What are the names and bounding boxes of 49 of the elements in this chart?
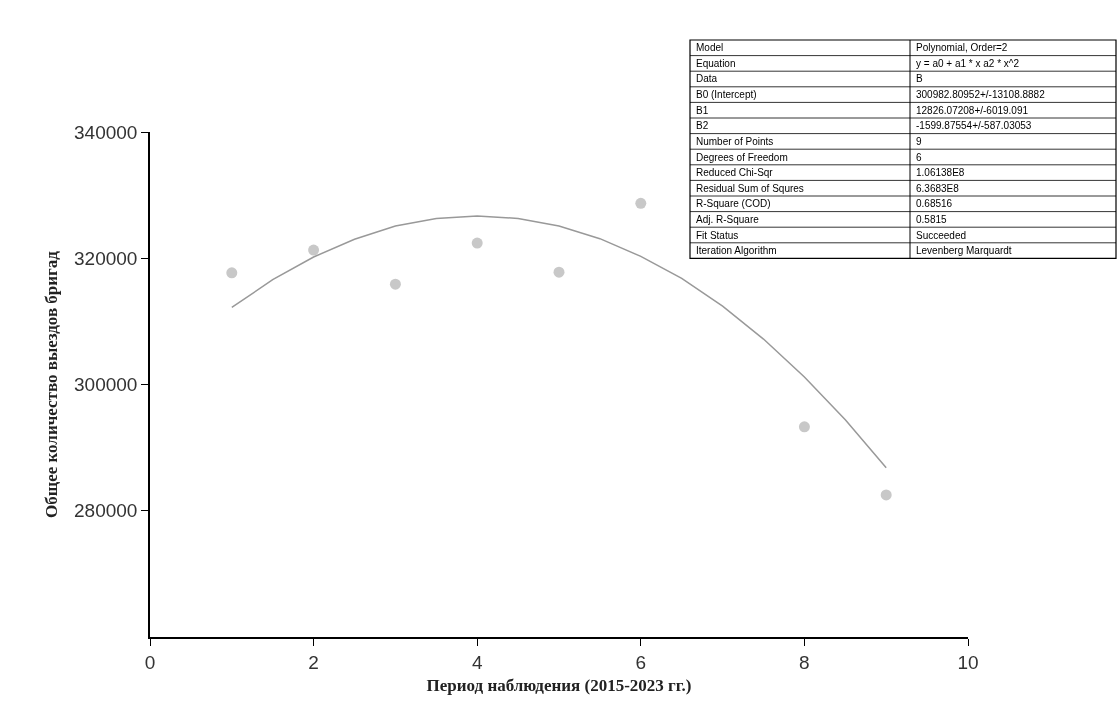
point	[553, 266, 565, 278]
x-tick-label: 10	[957, 651, 979, 673]
point	[308, 244, 320, 256]
point	[798, 421, 810, 433]
text: Data	[696, 73, 718, 84]
text: 12826.07208+/-6019.091	[916, 105, 1029, 116]
text: Model	[696, 42, 724, 53]
line-series	[231, 215, 887, 469]
text: -1599.87554+/-587.03053	[916, 120, 1032, 131]
annotation: Iteration Algorithm	[696, 245, 777, 256]
annotation: Succeeded	[916, 230, 967, 241]
text: Polynomial, Order=2	[916, 42, 1008, 53]
annotation: Fit Status	[696, 230, 739, 241]
annotation: Residual Sum of Squres	[696, 183, 804, 194]
text: B1	[696, 105, 709, 116]
annotation: Reduced Chi-Sqr	[696, 167, 774, 178]
x-axis-title: Период наблюдения (2015-2023 гг.)	[426, 676, 692, 696]
y-axis-title: Общее количество выездов бригад	[42, 250, 62, 518]
text: B0 (Intercept)	[696, 89, 757, 100]
text: Equation	[696, 58, 736, 69]
text: B2	[696, 120, 709, 131]
x-tick-label: 6	[635, 651, 647, 673]
y-tick-label: 280000	[74, 500, 138, 522]
annotation: R-Square (COD)	[696, 198, 771, 209]
annotation: 0.5815	[916, 214, 948, 225]
annotation: Number of Points	[696, 136, 774, 147]
annotation: 6.3683E8	[916, 183, 960, 194]
annotation: 1.06138E8	[916, 167, 965, 178]
annotation: Levenberg Marquardt	[916, 245, 1012, 256]
point	[226, 267, 238, 279]
x-tick-label: 0	[144, 651, 156, 673]
y-tick-label: 300000	[74, 374, 138, 396]
x-tick-label: 4	[471, 651, 483, 673]
y-tick-label: 340000	[74, 121, 138, 143]
x-tick-label: 8	[799, 651, 810, 673]
annotation: Adj. R-Square	[696, 214, 760, 225]
text: B	[916, 73, 923, 84]
annotation: Degrees of Freedom	[696, 152, 788, 163]
point	[471, 237, 483, 249]
annotation: 0.68516	[916, 198, 953, 209]
x-tick-label: 2	[308, 651, 319, 673]
y-tick-label: 320000	[74, 247, 138, 269]
annotation: 9	[916, 136, 922, 147]
point	[880, 489, 892, 501]
point	[635, 197, 647, 209]
text: y = a0 + a1 * x a2 * x^2	[916, 58, 1020, 69]
annotation: 6	[916, 152, 922, 163]
point	[389, 278, 401, 290]
text: 300982.80952+/-13108.8882	[916, 89, 1046, 100]
